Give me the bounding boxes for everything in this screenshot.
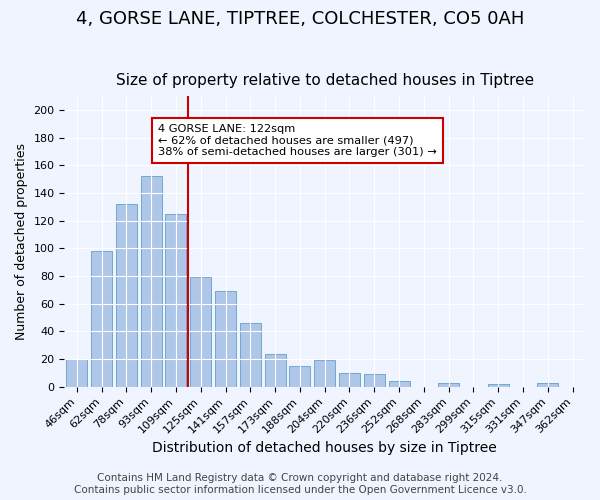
Title: Size of property relative to detached houses in Tiptree: Size of property relative to detached ho…	[116, 73, 534, 88]
Bar	[91, 251, 112, 386]
Bar	[364, 374, 385, 386]
Bar	[314, 360, 335, 386]
Bar	[537, 382, 559, 386]
Bar	[240, 323, 261, 386]
Bar	[190, 278, 211, 386]
Bar	[140, 176, 162, 386]
X-axis label: Distribution of detached houses by size in Tiptree: Distribution of detached houses by size …	[152, 441, 497, 455]
Bar	[66, 359, 88, 386]
Y-axis label: Number of detached properties: Number of detached properties	[15, 143, 28, 340]
Text: 4 GORSE LANE: 122sqm
← 62% of detached houses are smaller (497)
38% of semi-deta: 4 GORSE LANE: 122sqm ← 62% of detached h…	[158, 124, 437, 157]
Bar	[488, 384, 509, 386]
Text: 4, GORSE LANE, TIPTREE, COLCHESTER, CO5 0AH: 4, GORSE LANE, TIPTREE, COLCHESTER, CO5 …	[76, 10, 524, 28]
Bar	[265, 354, 286, 386]
Bar	[389, 381, 410, 386]
Text: Contains HM Land Registry data © Crown copyright and database right 2024.
Contai: Contains HM Land Registry data © Crown c…	[74, 474, 526, 495]
Bar	[166, 214, 187, 386]
Bar	[289, 366, 310, 386]
Bar	[116, 204, 137, 386]
Bar	[339, 373, 360, 386]
Bar	[438, 382, 459, 386]
Bar	[215, 291, 236, 386]
